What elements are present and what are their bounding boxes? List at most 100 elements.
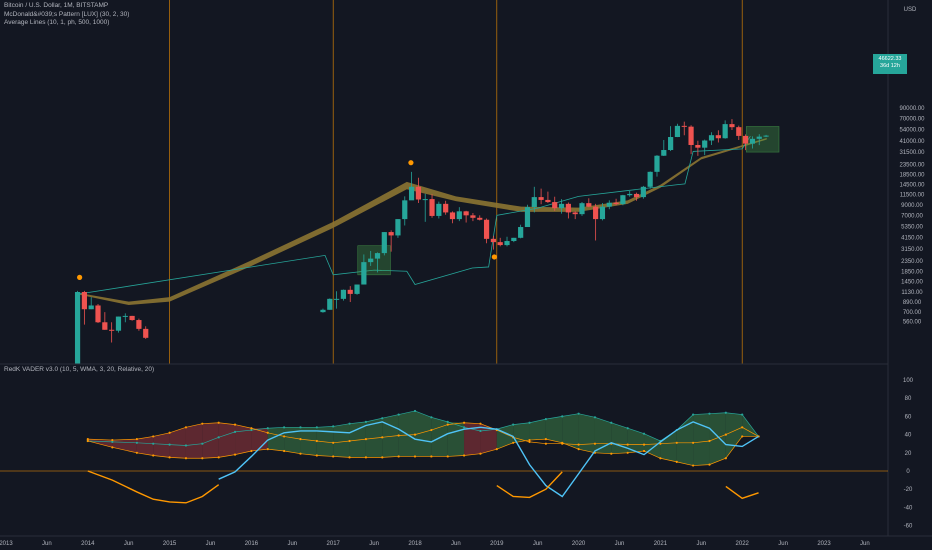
upper-green-line-dot (364, 420, 368, 423)
time-axis-label: 2022 (736, 541, 750, 547)
oscillator-band-segment (112, 439, 137, 453)
lower-band-line-dot (642, 449, 646, 453)
price-axis-label: 23500.00 (899, 162, 925, 168)
lower-band-line-dot (528, 438, 531, 442)
blue-momentum-line (218, 421, 759, 498)
candle-body (511, 237, 517, 242)
time-axis-label: Jun (615, 541, 625, 547)
candle-body (443, 203, 449, 213)
price-axis-label: 14500.00 (899, 183, 925, 189)
oscillator-band-segment (464, 422, 481, 456)
upper-green-line-dot (642, 432, 646, 435)
upper-green-line-dot (111, 440, 114, 443)
upper-green-line-dot (577, 412, 580, 415)
lower-band-line-dot (708, 463, 711, 466)
candle-body (402, 200, 408, 220)
lower-band-line-dot (184, 457, 188, 460)
time-axis-label: 2020 (572, 541, 586, 547)
candle-body (88, 305, 94, 310)
candle-body (729, 124, 735, 128)
candle-body (388, 232, 394, 236)
upper-red-line-dot (299, 438, 302, 441)
price-axis-label: 1130.00 (901, 290, 923, 296)
time-axis-label: 2018 (408, 541, 422, 547)
price-axis-label: 1450.00 (901, 280, 923, 286)
candle-body (368, 258, 374, 263)
oscillator-band-segment (480, 423, 497, 454)
oscillator-axis-label: 60 (905, 414, 912, 420)
candle-body (347, 289, 353, 294)
upper-red-line-dot (233, 423, 237, 426)
candle-body (613, 202, 619, 205)
pattern-marker (77, 274, 83, 280)
candle-body (143, 328, 149, 338)
oscillator-band-segment (235, 424, 252, 455)
legend-mcdonalds[interactable]: McDonald&#039;s Pattern [LUX] (30, 2, 30… (4, 10, 130, 18)
current-price: 46622.33 (878, 56, 902, 62)
orange-momentum-line (496, 471, 563, 499)
upper-green-line-dot (315, 426, 318, 429)
lower-band-line-dot (724, 457, 727, 460)
candle-body (422, 199, 428, 201)
legend-symbol[interactable]: Bitcoin / U.S. Dollar, 1M, BITSTAMP (4, 2, 109, 9)
candle-body (756, 136, 762, 139)
price-axis-labels: 90000.00 70000.00 54000.00 41000.00 31500.00… (899, 106, 925, 326)
candle-body (552, 202, 558, 209)
upper-green-line-dot (250, 428, 253, 432)
oscillator-band-segment (382, 414, 399, 458)
upper-green-line-dot (561, 415, 564, 418)
sub-legend[interactable]: RedK VADER v3.0 (10, 5, WMA, 3, 20, Rela… (4, 366, 155, 373)
candle-body (327, 298, 333, 310)
candle-body (463, 211, 469, 216)
time-axis-label: Jun (287, 541, 297, 547)
oscillator-band-segment (513, 422, 530, 443)
lower-band-line-dot (152, 454, 155, 457)
oscillator-axis-labels: 100 80 60 40 20 0 -20 -40 -60 (903, 378, 914, 530)
candle-body (361, 262, 367, 285)
oscillator-axis-label: -40 (904, 505, 913, 511)
upper-green-line-dot (626, 427, 629, 430)
candle-body (518, 227, 524, 238)
upper-red-line-dot (217, 421, 220, 424)
oscillator-band-segment (578, 413, 595, 453)
candle-body (340, 289, 347, 299)
candle-body (565, 203, 571, 213)
oscillator-axis-label: 0 (906, 469, 910, 475)
oscillator-band-segment (333, 423, 350, 458)
pattern-marker (491, 254, 497, 260)
upper-red-line-dot (626, 443, 629, 446)
upper-green-line-dot (168, 443, 171, 446)
oscillator-axis-label: 20 (905, 451, 912, 457)
time-axis-label: 2013 (0, 541, 13, 547)
upper-red-line-dot (250, 427, 253, 430)
legend-average-lines[interactable]: Average Lines (10, 1, ph, 500, 1000) (4, 19, 110, 27)
candle-body (538, 197, 544, 200)
upper-red-line-dot (397, 434, 400, 437)
oscillator-band-segment (218, 422, 236, 458)
candle-body (593, 206, 599, 220)
oscillator-axis-label: -20 (904, 487, 913, 493)
lower-band-line-dot (577, 448, 580, 451)
price-axis-label: 4150.00 (901, 235, 923, 241)
time-axis-label: Jun (696, 541, 706, 547)
price-axis-label: 700.00 (903, 310, 922, 316)
oscillator-band-segment (562, 413, 579, 450)
price-axis-label: 18500.00 (899, 172, 925, 178)
candle-body (743, 135, 749, 144)
oscillator-band-segment (545, 416, 563, 443)
upper-green-line-dot (462, 426, 466, 429)
upper-red-line-dot (413, 433, 417, 436)
upper-green-line-dot (135, 441, 138, 444)
upper-red-line-dot (332, 441, 335, 444)
lower-band-line-dot (692, 464, 695, 467)
average-line-path (79, 135, 751, 295)
lower-band-line-dot (413, 455, 417, 458)
candle-body (483, 219, 490, 239)
lower-band-line-dot (233, 453, 237, 456)
candle-body (102, 322, 108, 330)
oscillator-band-segment (431, 417, 448, 457)
upper-green-line-dot (266, 427, 269, 430)
upper-green-line-dot (446, 420, 449, 423)
upper-green-line-dot (233, 430, 237, 433)
upper-red-line-dot (266, 431, 269, 434)
